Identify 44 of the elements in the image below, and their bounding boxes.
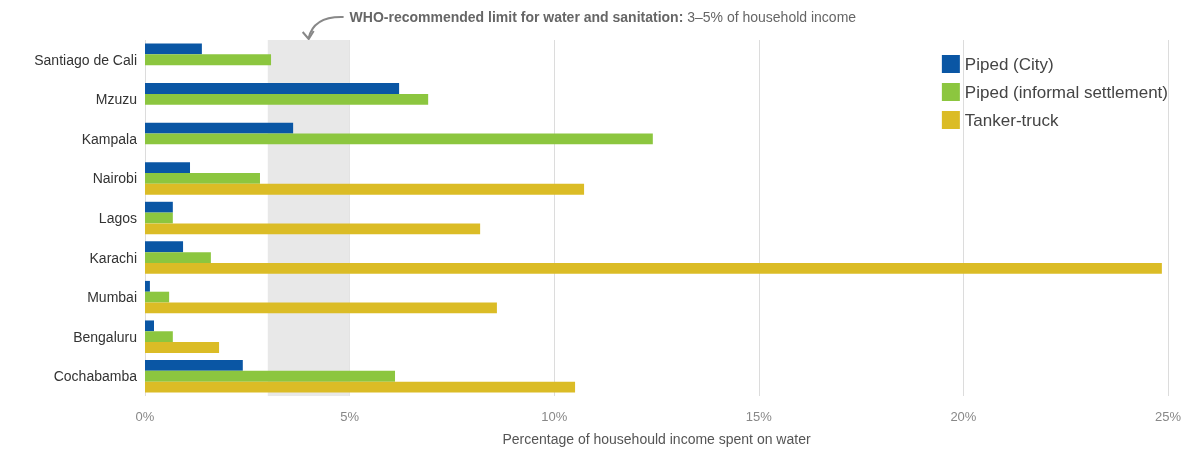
y-tick-label: Nairobi: [92, 170, 137, 187]
legend-label: Piped (informal settlement): [964, 82, 1168, 102]
legend-label: Tanker-truck: [964, 110, 1059, 130]
y-tick-label: Mumbai: [87, 289, 137, 306]
bar: [145, 252, 211, 263]
x-tick-label: 5%: [340, 409, 360, 424]
y-tick-label: Santiago de Cali: [34, 51, 137, 68]
x-tick-label: 15%: [745, 409, 773, 424]
bar: [145, 291, 170, 303]
y-tick-label: Kampala: [81, 130, 138, 147]
bar: [145, 360, 243, 371]
bar: [145, 83, 400, 94]
y-tick-label: Mzuzu: [95, 91, 137, 108]
bar: [145, 331, 173, 343]
bar: [145, 212, 173, 224]
bar: [145, 43, 202, 55]
bar: [145, 280, 150, 292]
bar: [145, 54, 272, 66]
bar: [145, 223, 481, 235]
bar: [145, 262, 1162, 274]
bar: [145, 162, 191, 174]
band-label: WHO-recommended limit for water and sanitation: 3–5% of household income: [349, 9, 857, 25]
legend-label: Piped (City): [964, 54, 1054, 74]
x-tick-label: 0%: [135, 409, 155, 424]
bar: [145, 173, 260, 184]
bar: [145, 122, 294, 134]
bar: [145, 342, 220, 353]
bar: [145, 241, 184, 253]
y-tick-label: Bengaluru: [73, 328, 137, 345]
bar: [145, 302, 497, 314]
x-tick-label: 20%: [950, 409, 977, 424]
x-tick-label: 10%: [541, 409, 568, 424]
y-tick-label: Lagos: [98, 210, 137, 226]
bar: [145, 320, 154, 332]
y-tick-label: Cochabamba: [53, 368, 138, 385]
bar: [145, 201, 173, 213]
x-axis-title: Percentage of househould income spent on water: [502, 431, 811, 447]
x-tick-label: 25%: [1154, 409, 1182, 424]
bar: [145, 133, 653, 145]
bar: [145, 381, 576, 393]
bar: [145, 183, 585, 195]
bar: [145, 370, 396, 382]
bar: [145, 93, 429, 105]
y-tick-label: Karachi: [89, 249, 137, 266]
